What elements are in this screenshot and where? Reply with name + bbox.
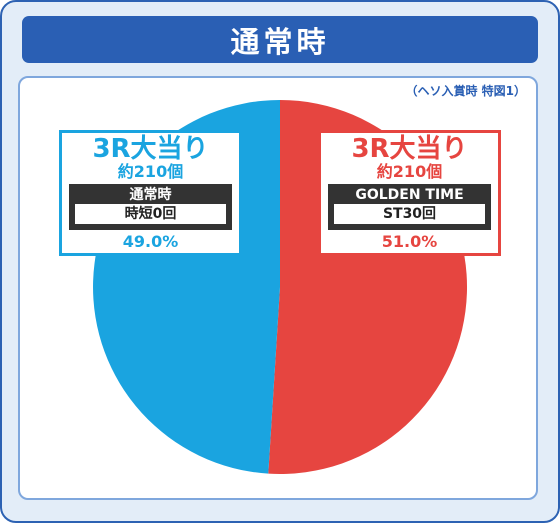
slice-label-normal: 3R大当り 約210個 通常時 時短0回 49.0%	[59, 130, 242, 256]
slice-label-payout: 約210個	[117, 162, 184, 181]
slice-label-mode: 通常時	[129, 187, 172, 203]
slice-label-percent: 51.0%	[381, 232, 438, 251]
slice-label-mode-box: 通常時 時短0回	[69, 184, 232, 230]
chart-note: （ヘソ入賞時 特図1）	[405, 84, 526, 98]
slice-label-payout: 約210個	[376, 162, 443, 181]
slice-label-title: 3R大当り	[351, 134, 468, 164]
slice-label-mode-box: GOLDEN TIME ST30回	[328, 184, 491, 230]
slice-label-mode-value: ST30回	[334, 204, 485, 224]
slice-label-mode: GOLDEN TIME	[355, 187, 464, 203]
chart-title: 通常時	[22, 16, 538, 63]
slice-label-golden-time: 3R大当り 約210個 GOLDEN TIME ST30回 51.0%	[318, 130, 501, 256]
slice-label-percent: 49.0%	[122, 232, 179, 251]
slice-label-mode-value: 時短0回	[75, 204, 226, 224]
slice-label-title: 3R大当り	[92, 134, 209, 164]
